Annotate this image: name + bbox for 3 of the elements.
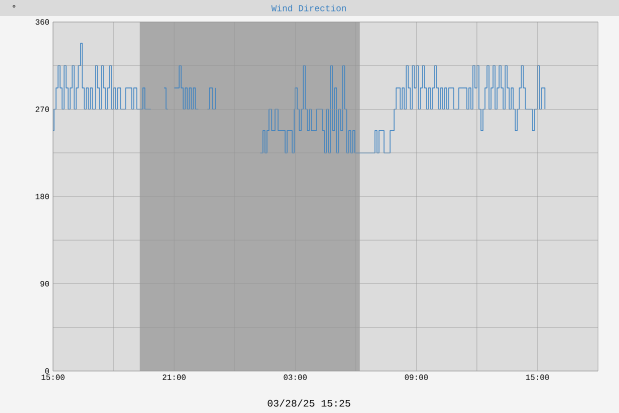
x-axis-title: 03/28/25 15:25 <box>268 399 350 407</box>
y-axis-title: ° <box>12 5 16 8</box>
chart-title: Wind Direction <box>271 4 346 12</box>
